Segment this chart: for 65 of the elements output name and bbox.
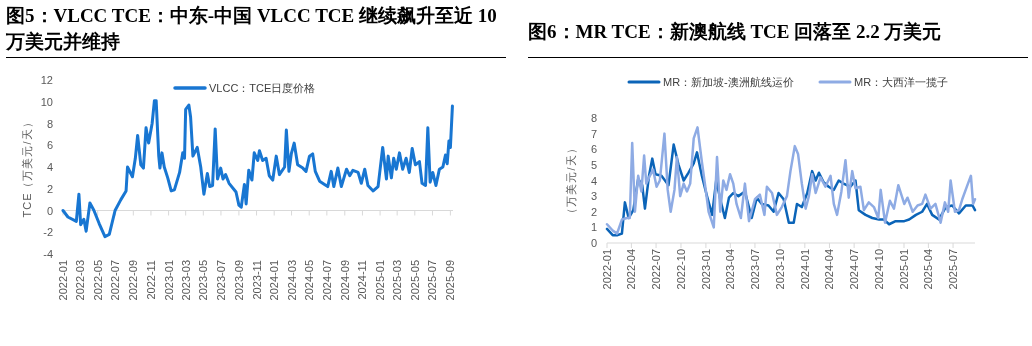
- y-tick-label: 6: [590, 143, 597, 156]
- x-tick-label: 2024-07: [320, 260, 333, 301]
- chart-title: 图5：VLCC TCE：中东-中国 VLCC TCE 继续飙升至近 10 万美元并维持: [6, 0, 506, 58]
- x-tick-label: 2023-01: [162, 260, 175, 301]
- line-series: [605, 126, 977, 235]
- x-tick-label: 2024-04: [823, 249, 836, 290]
- x-tick-label: 2022-07: [109, 260, 122, 301]
- x-tick-label: 2023-03: [179, 260, 192, 301]
- y-tick-label: 5: [590, 158, 597, 171]
- x-tick-label: 2025-01: [374, 260, 387, 301]
- y-tick-label: 0: [46, 204, 53, 217]
- x-tick-label: 2023-04: [724, 249, 737, 290]
- x-tick-label: 2022-09: [127, 260, 140, 301]
- y-tick-label: 8: [590, 112, 597, 124]
- chart-title: 图6：MR TCE：新澳航线 TCE 回落至 2.2 万美元: [528, 0, 1028, 58]
- x-tick-label: 2025-03: [391, 260, 404, 301]
- legend-label: MR：新加坡-澳洲航线运价: [663, 76, 794, 88]
- y-tick-label: 10: [40, 95, 53, 108]
- y-axis-title: （万美元/天）: [565, 142, 577, 219]
- x-tick-label: 2022-05: [91, 260, 104, 301]
- x-tick-label: 2025-09: [444, 260, 457, 301]
- y-tick-label: 7: [590, 127, 597, 140]
- x-tick-label: 2025-07: [947, 249, 960, 290]
- x-tick-label: 2024-05: [303, 260, 316, 301]
- y-tick-label: 8: [46, 117, 53, 130]
- x-tick-label: 2023-09: [232, 260, 245, 301]
- x-tick-label: 2024-01: [268, 260, 281, 301]
- x-tick-label: 2023-10: [773, 249, 786, 290]
- x-tick-label: 2024-07: [848, 249, 861, 290]
- x-tick-label: 2022-10: [674, 249, 687, 290]
- legend-label: MR：大西洋一揽子: [854, 76, 949, 88]
- y-tick-label: 3: [590, 190, 597, 203]
- y-tick-label: 0: [590, 237, 597, 249]
- x-tick-label: 2023-01: [699, 249, 712, 290]
- x-tick-label: 2022-04: [625, 249, 638, 290]
- x-tick-label: 2024-10: [873, 249, 886, 290]
- y-tick-label: -2: [43, 226, 53, 239]
- x-tick-label: 2025-04: [922, 249, 935, 290]
- y-tick-label: 4: [590, 174, 597, 187]
- x-tick-label: 2022-11: [144, 260, 157, 300]
- x-tick-label: 2024-01: [798, 249, 811, 290]
- y-tick-label: 4: [46, 161, 53, 173]
- line-series: [61, 99, 454, 239]
- x-tick-label: 2023-07: [748, 249, 761, 290]
- y-tick-label: 1: [590, 221, 597, 234]
- x-tick-label: 2025-01: [898, 249, 910, 290]
- x-tick-label: 2022-07: [650, 249, 663, 290]
- x-tick-label: 2024-09: [338, 260, 351, 301]
- y-tick-label: 6: [46, 139, 53, 152]
- x-tick-label: 2023-05: [197, 260, 210, 301]
- y-axis-title: TCE（万美元/天）: [21, 116, 33, 218]
- x-tick-label: 2024-03: [285, 260, 298, 301]
- legend-label: VLCC：TCE日度价格: [209, 82, 316, 94]
- x-tick-label: 2025-07: [426, 260, 439, 301]
- y-tick-label: 2: [590, 205, 597, 218]
- y-tick-label: 2: [46, 182, 53, 195]
- x-tick-label: 2025-05: [408, 260, 421, 301]
- x-tick-label: 2022-03: [74, 260, 87, 301]
- x-tick-label: 2023-11: [250, 260, 263, 300]
- y-tick-label: 12: [40, 74, 53, 86]
- x-tick-label: 2022-01: [57, 260, 69, 301]
- x-tick-label: 2022-01: [601, 249, 613, 290]
- x-tick-label: 2023-07: [214, 260, 227, 301]
- x-tick-label: 2024-11: [356, 260, 369, 300]
- y-tick-label: -4: [43, 248, 53, 260]
